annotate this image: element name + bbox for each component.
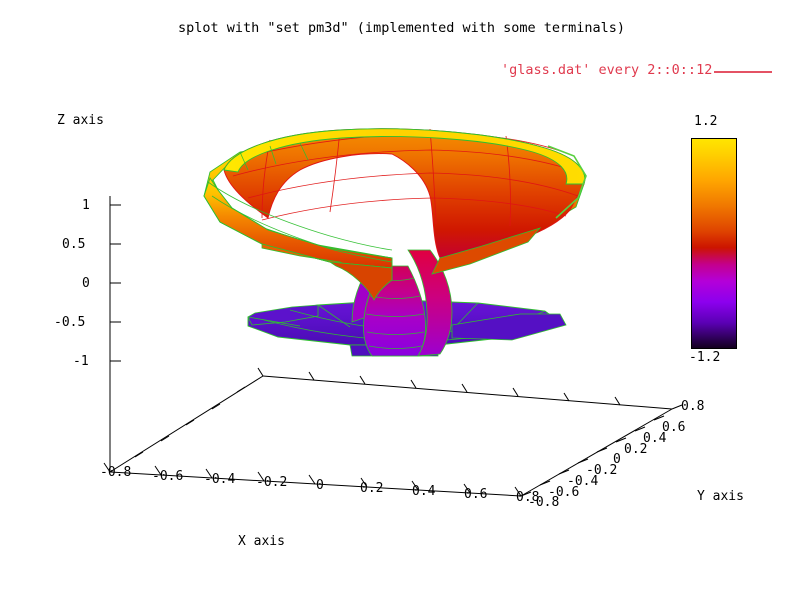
x-tick-label: 0.2 xyxy=(360,481,384,496)
x-tick-marks xyxy=(103,462,522,497)
z-tick-label: 0.5 xyxy=(62,237,86,252)
x-tick-label: -0.2 xyxy=(256,475,288,490)
x-tick-label: 0.8 xyxy=(516,490,540,505)
x-axis-title: X axis xyxy=(238,534,285,549)
x-tick-label: 0.4 xyxy=(412,484,436,499)
z-tick-label: -1 xyxy=(73,354,89,369)
y-tick-label: 0.6 xyxy=(662,420,686,435)
z-tick-label: 1 xyxy=(82,198,90,213)
x-tick-label: 0.6 xyxy=(464,487,488,502)
colorbar-max-label: 1.2 xyxy=(694,114,718,129)
goblet-rim xyxy=(223,128,586,185)
page-title: splot with "set pm3d" (implemented with … xyxy=(178,20,626,36)
z-tick-label: 0 xyxy=(82,276,90,291)
y-axis-title: Y axis xyxy=(697,489,744,504)
goblet-front-cut xyxy=(203,142,542,301)
z-tick-label: -0.5 xyxy=(54,315,86,330)
y-tick-label: 0.8 xyxy=(681,399,705,414)
colorbar-min-label: -1.2 xyxy=(689,350,721,365)
y-tick-label: -0.6 xyxy=(548,485,580,500)
x-tick-label: -0.4 xyxy=(204,472,236,487)
z-tick-marks xyxy=(110,204,121,362)
y-tick-label: -0.2 xyxy=(586,463,618,478)
x-tick-label: -0.6 xyxy=(152,469,184,484)
surface-3d-goblet xyxy=(203,128,587,357)
y-tick-label: -0.4 xyxy=(567,474,599,489)
colorbar xyxy=(691,138,737,349)
y-tick-label: -0.8 xyxy=(528,495,560,510)
y-tick-label: 0.4 xyxy=(643,431,667,446)
legend-entry-label: 'glass.dat' every 2::0::12 xyxy=(501,62,713,78)
z-axis-title: Z axis xyxy=(57,113,104,128)
x-tick-label: -0.8 xyxy=(100,465,132,480)
y-tick-label: 0.2 xyxy=(624,442,648,457)
x-tick-label: 0 xyxy=(316,478,324,493)
y-tick-marks xyxy=(520,404,683,497)
back-edge-ticks xyxy=(134,367,621,458)
y-tick-label: 0 xyxy=(613,452,621,467)
rim-highlight-edge xyxy=(547,145,587,219)
